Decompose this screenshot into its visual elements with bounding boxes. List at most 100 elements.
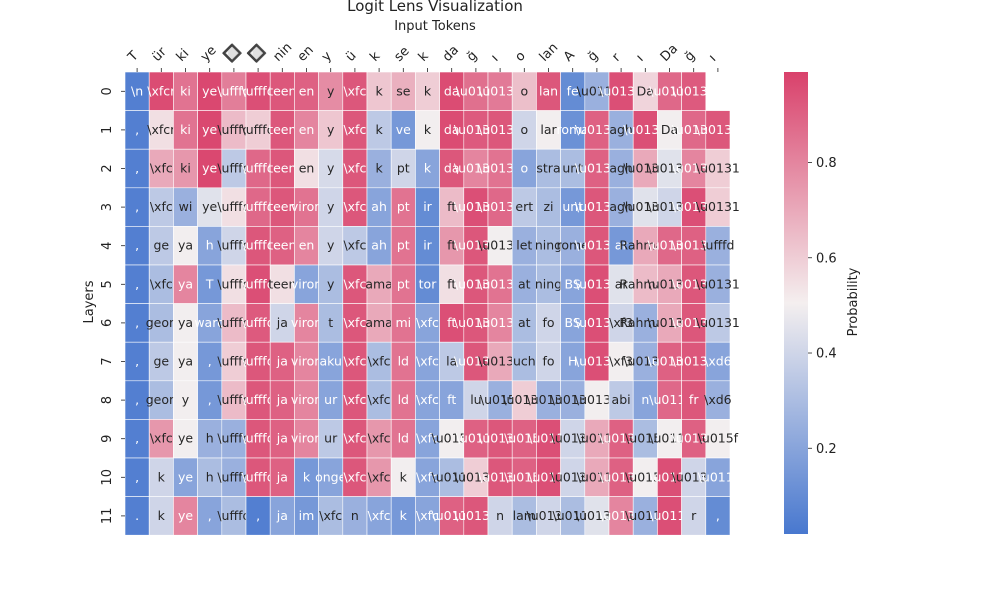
heatmap-cell: fo: [536, 303, 561, 343]
heatmap-cell-label: \u0131: [672, 431, 716, 446]
heatmap-cell-label: \u0131: [648, 354, 692, 369]
heatmap-cell: \xfc: [342, 419, 368, 459]
heatmap-cell-label: ar: [615, 238, 629, 253]
heatmap-cell: k: [415, 148, 440, 189]
heatmap-cell-label: ki: [180, 161, 191, 176]
heatmap-cell-label: \u0131: [672, 276, 716, 291]
heatmap-cell-label: \u0131: [454, 469, 498, 484]
heatmap-cell-rect: [366, 303, 392, 343]
heatmap-cell-label: \ufffd: [217, 238, 250, 253]
heatmap-cell-label: \xfc: [368, 508, 391, 523]
heatmap-cell-label: k: [158, 469, 166, 484]
heatmap-cell-label: ld: [398, 392, 409, 407]
heatmap-cell-label: viron: [291, 392, 322, 407]
heatmap-cell-label: \u011f: [698, 469, 739, 484]
heatmap-cell-label: \xfc: [416, 431, 439, 446]
heatmap-cell-label: teen: [268, 161, 296, 176]
heatmap-cell-label: \xfc: [343, 199, 366, 214]
heatmap-cell-label: k: [375, 122, 383, 137]
heatmap-cell-rect: [245, 264, 271, 304]
heatmap-cell: \u011f: [456, 419, 497, 459]
heatmap-cell-label: \u0131: [527, 392, 571, 407]
heatmap-cell-label: at: [518, 315, 531, 330]
heatmap-cell-rect: [536, 419, 561, 459]
heatmap-cell: \u015f: [625, 457, 666, 497]
heatmap-cell-rect: [245, 187, 271, 227]
heatmap-cell-rect: [269, 264, 295, 304]
heatmap-cell: viron: [291, 303, 322, 343]
heatmap-cell-rect: [269, 303, 295, 343]
y-tick-label: 4: [100, 242, 115, 250]
heatmap-cell-label: \u011f: [649, 431, 690, 446]
heatmap-cell: ld: [390, 419, 416, 459]
heatmap-cell-rect: [221, 226, 247, 266]
heatmap-cell-label: \u0131: [648, 315, 692, 330]
heatmap-cell-label: \ufffd: [217, 199, 250, 214]
heatmap-cell: \u0131: [648, 264, 691, 304]
heatmap-cell: fr: [681, 380, 707, 420]
heatmap-cell: uch: [511, 341, 537, 382]
heatmap-cell: k: [366, 110, 392, 150]
heatmap-cell-label: \u0131: [551, 469, 595, 484]
heatmap-cell: \u011f: [649, 419, 690, 459]
heatmap-cell-label: \ufffd: [242, 354, 275, 369]
heatmap-cell: aku: [318, 341, 344, 382]
heatmap-cell-label: \u0131: [575, 238, 619, 253]
heatmap-cell-rect: [536, 226, 561, 266]
heatmap-cell-label: BS: [565, 315, 581, 330]
heatmap-cell-rect: [536, 457, 561, 497]
heatmap-cell-rect: [148, 226, 174, 266]
heatmap-cell-label: roma: [557, 122, 589, 137]
heatmap-cell-rect: [584, 341, 610, 382]
heatmap-cell-label: \u0131: [575, 392, 619, 407]
heatmap-cell-label: \u0131: [648, 161, 692, 176]
heatmap-cell-rect: [221, 419, 247, 459]
heatmap-cell-rect: [366, 457, 392, 497]
heatmap-cell-label: \u015f: [504, 469, 545, 484]
heatmap-cell: viron: [291, 264, 322, 304]
heatmap-cell-label: ye: [202, 161, 217, 176]
heatmap-cell: se: [390, 71, 416, 111]
heatmap-cell-label: let: [516, 238, 532, 253]
heatmap-cell-label: at: [518, 276, 531, 291]
heatmap-cell-rect: [318, 496, 344, 536]
heatmap-cell-rect: [342, 496, 368, 536]
heatmap-cell-rect: [487, 226, 513, 266]
heatmap-cell-label: \ufffd: [242, 469, 275, 484]
heatmap-cell: fe: [560, 71, 586, 111]
heatmap-cell: \ufffd: [242, 419, 275, 459]
heatmap-cell-rect: [294, 148, 319, 189]
heatmap-cell-rect: [511, 110, 537, 150]
heatmap-cell-label: \u0131: [575, 508, 619, 523]
heatmap-cell: k: [415, 71, 440, 111]
heatmap-cell-label: \xfc: [416, 392, 439, 407]
heatmap-cell: \u0131: [648, 187, 691, 227]
heatmap-cell: en: [294, 71, 319, 111]
x-tick-label: lan: [537, 40, 562, 65]
heatmap-cell-rect: [632, 303, 658, 343]
heatmap-cell: teen: [268, 110, 296, 150]
heatmap-cell: unt: [560, 187, 586, 227]
heatmap-cell-label: \u0131: [478, 161, 522, 176]
x-tick-label: da: [440, 43, 462, 65]
heatmap-cell-rect: [681, 496, 707, 536]
heatmap-cell-label: ir: [423, 238, 432, 253]
heatmap-cell-rect: [148, 341, 174, 382]
heatmap-cell-label: teen: [268, 199, 296, 214]
heatmap-cell: \u0131: [599, 457, 643, 497]
heatmap-cell-label: ,: [135, 431, 139, 446]
heatmap-cell-label: lam: [513, 508, 536, 523]
heatmap-cell-rect: [657, 110, 682, 150]
heatmap-cell: lar: [536, 110, 561, 150]
heatmap-cell-label: \ufffd: [217, 508, 250, 523]
heatmap-cell: \xfc: [415, 303, 440, 343]
heatmap-cell-rect: [584, 496, 610, 536]
heatmap-cell-label: k: [375, 161, 383, 176]
heatmap-cell-rect: [536, 341, 561, 382]
heatmap-cell-rect: [487, 148, 513, 189]
heatmap-cell: \ufffd: [217, 419, 250, 459]
heatmap-cell-rect: [415, 303, 440, 343]
heatmap-cell-label: \u015f: [625, 469, 666, 484]
heatmap-cell-rect: [245, 419, 271, 459]
heatmap-cell-label: \u011f: [431, 469, 472, 484]
